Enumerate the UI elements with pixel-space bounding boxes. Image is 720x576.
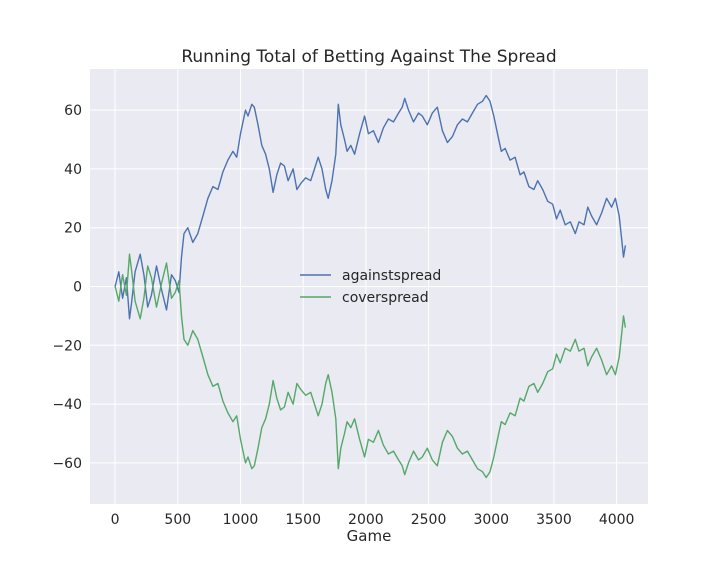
y-tick-label: 60 <box>64 103 82 119</box>
x-axis-tick-labels: 0 500 1000 1500 2000 2500 3000 3500 4000 <box>111 512 635 528</box>
legend: againstspread coverspread <box>300 268 441 306</box>
y-tick-label: 20 <box>64 221 82 237</box>
y-axis-tick-labels: −60 −40 −20 0 20 40 60 <box>52 103 82 472</box>
y-tick-label: −40 <box>52 397 82 413</box>
y-tick-label: −20 <box>52 338 82 354</box>
x-tick-label: 2500 <box>411 512 447 528</box>
x-tick-label: 500 <box>164 512 191 528</box>
series-lines <box>114 94 627 479</box>
series-line-againstspread <box>114 94 627 320</box>
x-tick-label: 3500 <box>536 512 572 528</box>
x-tick-label: 2000 <box>348 512 384 528</box>
x-tick-label: 1500 <box>285 512 321 528</box>
legend-label-coverspread: coverspread <box>342 290 429 306</box>
y-tick-label: 40 <box>64 162 82 178</box>
grid-lines <box>90 69 648 504</box>
y-tick-label: −60 <box>52 456 82 472</box>
x-tick-label: 4000 <box>599 512 635 528</box>
legend-label-againstspread: againstspread <box>342 268 441 284</box>
x-tick-label: 0 <box>111 512 120 528</box>
x-axis-label: Game <box>347 527 392 545</box>
chart-title: Running Total of Betting Against The Spr… <box>181 47 556 67</box>
x-tick-label: 1000 <box>223 512 259 528</box>
x-tick-label: 3000 <box>473 512 509 528</box>
y-tick-label: 0 <box>73 280 82 296</box>
series-line-coverspread <box>114 253 627 479</box>
